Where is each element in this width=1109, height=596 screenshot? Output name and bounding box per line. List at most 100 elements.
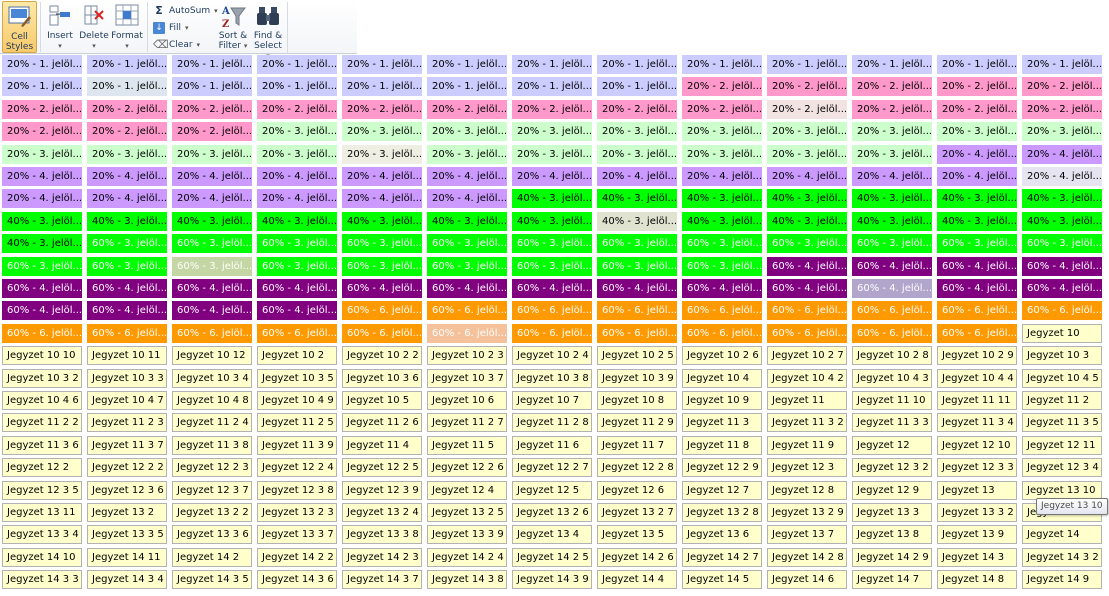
- note-style-tile[interactable]: Jegyzet 14 3 8: [427, 570, 507, 589]
- note-style-tile[interactable]: Jegyzet 10 12: [172, 346, 252, 365]
- note-style-tile[interactable]: Jegyzet 14 3 9: [512, 570, 592, 589]
- note-style-tile[interactable]: Jegyzet 12 2 3: [172, 458, 252, 477]
- note-style-tile[interactable]: Jegyzet 13 2 7: [597, 503, 677, 522]
- cell-style-tile[interactable]: 20% - 4. jelöl...: [172, 189, 252, 208]
- cell-style-tile[interactable]: 60% - 3. jelöl...: [682, 257, 762, 276]
- cell-style-tile[interactable]: 20% - 2. jelöl...: [2, 122, 82, 141]
- cell-style-tile[interactable]: 60% - 4. jelöl...: [172, 301, 252, 320]
- insert-button[interactable]: Insert ▾: [44, 1, 76, 53]
- cell-style-tile[interactable]: 60% - 3. jelöl...: [172, 234, 252, 253]
- note-style-tile[interactable]: Jegyzet 11 2 5: [257, 413, 337, 432]
- cell-style-tile[interactable]: 20% - 1. jelöl...: [767, 55, 847, 74]
- note-style-tile[interactable]: Jegyzet 10 6: [427, 391, 507, 410]
- cell-style-tile[interactable]: 20% - 3. jelöl...: [767, 122, 847, 141]
- note-style-tile[interactable]: Jegyzet 11 3: [682, 413, 762, 432]
- cell-style-tile[interactable]: 40% - 3. jelöl...: [512, 189, 592, 208]
- cell-style-tile[interactable]: 20% - 3. jelöl...: [852, 145, 932, 164]
- note-style-tile[interactable]: Jegyzet 13 2 3: [257, 503, 337, 522]
- note-style-tile[interactable]: Jegyzet 13 6: [682, 525, 762, 544]
- note-style-tile[interactable]: Jegyzet 12 9: [852, 481, 932, 500]
- cell-style-tile[interactable]: 20% - 4. jelöl...: [87, 167, 167, 186]
- cell-style-tile[interactable]: 40% - 3. jelöl...: [172, 212, 252, 231]
- cell-style-tile[interactable]: 60% - 4. jelöl...: [2, 279, 82, 298]
- cell-style-tile[interactable]: 60% - 6. jelöl...: [512, 301, 592, 320]
- cell-style-tile[interactable]: 20% - 2. jelöl...: [2, 100, 82, 119]
- note-style-tile[interactable]: Jegyzet 12 2 9: [682, 458, 762, 477]
- note-style-tile[interactable]: Jegyzet 10 2: [257, 346, 337, 365]
- note-style-tile[interactable]: Jegyzet 10 9: [682, 391, 762, 410]
- cell-style-tile[interactable]: 60% - 6. jelöl...: [427, 301, 507, 320]
- cell-style-tile[interactable]: 60% - 4. jelöl...: [87, 301, 167, 320]
- cell-style-tile[interactable]: 20% - 4. jelöl...: [342, 189, 422, 208]
- note-style-tile[interactable]: Jegyzet 11 2 6: [342, 413, 422, 432]
- cell-style-tile[interactable]: 20% - 1. jelöl...: [1022, 55, 1102, 74]
- note-style-tile[interactable]: Jegyzet 12 10: [937, 436, 1017, 455]
- cell-style-tile[interactable]: 40% - 3. jelöl...: [852, 189, 932, 208]
- note-style-tile[interactable]: Jegyzet 12 5: [512, 481, 592, 500]
- cell-style-tile[interactable]: 20% - 3. jelöl...: [937, 122, 1017, 141]
- note-style-tile[interactable]: Jegyzet 14 2 7: [682, 548, 762, 567]
- cell-style-tile[interactable]: 60% - 6. jelöl...: [937, 301, 1017, 320]
- note-style-tile[interactable]: Jegyzet 13 3 5: [87, 525, 167, 544]
- note-style-tile[interactable]: Jegyzet 10 10: [2, 346, 82, 365]
- cell-style-tile[interactable]: 60% - 4. jelöl...: [427, 279, 507, 298]
- note-style-tile[interactable]: Jegyzet 11 3 8: [172, 436, 252, 455]
- note-style-tile[interactable]: Jegyzet 10 4 7: [87, 391, 167, 410]
- cell-style-tile[interactable]: 20% - 4. jelöl...: [87, 189, 167, 208]
- note-style-tile[interactable]: Jegyzet 11 11: [937, 391, 1017, 410]
- cell-style-tile[interactable]: 60% - 3. jelöl...: [172, 257, 252, 276]
- note-style-tile[interactable]: Jegyzet 14 9: [1022, 570, 1102, 589]
- note-style-tile[interactable]: Jegyzet 13 5: [597, 525, 677, 544]
- note-style-tile[interactable]: Jegyzet 12 8: [767, 481, 847, 500]
- cell-style-tile[interactable]: 60% - 6. jelöl...: [682, 301, 762, 320]
- cell-style-tile[interactable]: 20% - 1. jelöl...: [172, 77, 252, 96]
- cell-style-tile[interactable]: 60% - 6. jelöl...: [597, 324, 677, 343]
- cell-style-tile[interactable]: 20% - 3. jelöl...: [87, 145, 167, 164]
- note-style-tile[interactable]: Jegyzet 14 3 7: [342, 570, 422, 589]
- note-style-tile[interactable]: Jegyzet 11 10: [852, 391, 932, 410]
- note-style-tile[interactable]: Jegyzet 12 2 8: [597, 458, 677, 477]
- note-style-tile[interactable]: Jegyzet 11 2: [1022, 391, 1102, 410]
- cell-style-tile[interactable]: 60% - 3. jelöl...: [1022, 234, 1102, 253]
- note-style-tile[interactable]: Jegyzet 13 8: [852, 525, 932, 544]
- cell-style-tile[interactable]: 60% - 3. jelöl...: [512, 257, 592, 276]
- note-style-tile[interactable]: Jegyzet 11 8: [682, 436, 762, 455]
- note-style-tile[interactable]: Jegyzet 14 3 3: [2, 570, 82, 589]
- cell-style-tile[interactable]: 60% - 6. jelöl...: [767, 324, 847, 343]
- note-style-tile[interactable]: Jegyzet 10 11: [87, 346, 167, 365]
- cell-style-tile[interactable]: 20% - 2. jelöl...: [172, 122, 252, 141]
- note-style-tile[interactable]: Jegyzet 12 7: [682, 481, 762, 500]
- note-style-tile[interactable]: Jegyzet 14 2 5: [512, 548, 592, 567]
- cell-style-tile[interactable]: 60% - 6. jelöl...: [597, 301, 677, 320]
- note-style-tile[interactable]: Jegyzet 11 4: [342, 436, 422, 455]
- cell-style-tile[interactable]: 20% - 2. jelöl...: [682, 100, 762, 119]
- cell-style-tile[interactable]: 20% - 1. jelöl...: [937, 55, 1017, 74]
- cell-style-tile[interactable]: 20% - 1. jelöl...: [597, 77, 677, 96]
- cell-style-tile[interactable]: 20% - 3. jelöl...: [1022, 122, 1102, 141]
- note-style-tile[interactable]: Jegyzet 13 3 8: [342, 525, 422, 544]
- cell-style-tile[interactable]: 60% - 3. jelöl...: [852, 234, 932, 253]
- note-style-tile[interactable]: Jegyzet 10 3 7: [427, 369, 507, 388]
- note-style-tile[interactable]: Jegyzet 11 3 9: [257, 436, 337, 455]
- cell-style-tile[interactable]: 40% - 3. jelöl...: [1022, 189, 1102, 208]
- note-style-tile[interactable]: Jegyzet 12 6: [597, 481, 677, 500]
- cell-style-tile[interactable]: 60% - 6. jelöl...: [767, 301, 847, 320]
- note-style-tile[interactable]: Jegyzet 13 9: [937, 525, 1017, 544]
- cell-style-tile[interactable]: 60% - 3. jelöl...: [257, 234, 337, 253]
- note-style-tile[interactable]: Jegyzet 10 2 5: [597, 346, 677, 365]
- cell-style-tile[interactable]: 20% - 2. jelöl...: [852, 77, 932, 96]
- cell-style-tile[interactable]: 60% - 6. jelöl...: [342, 324, 422, 343]
- note-style-tile[interactable]: Jegyzet 12 2: [2, 458, 82, 477]
- cell-style-tile[interactable]: 60% - 3. jelöl...: [427, 234, 507, 253]
- note-style-tile[interactable]: Jegyzet 14: [1022, 525, 1102, 544]
- note-style-tile[interactable]: Jegyzet 12 11: [1022, 436, 1102, 455]
- note-style-tile[interactable]: Jegyzet 13 3 4: [2, 525, 82, 544]
- cell-style-tile[interactable]: 60% - 4. jelöl...: [597, 279, 677, 298]
- cell-style-tile[interactable]: 20% - 3. jelöl...: [257, 122, 337, 141]
- note-style-tile[interactable]: Jegyzet 11 6: [512, 436, 592, 455]
- note-style-tile[interactable]: Jegyzet 12 2 5: [342, 458, 422, 477]
- note-style-tile[interactable]: Jegyzet 10 4 2: [767, 369, 847, 388]
- note-style-tile[interactable]: Jegyzet 13 3 9: [427, 525, 507, 544]
- cell-style-tile[interactable]: 40% - 3. jelöl...: [342, 212, 422, 231]
- cell-style-tile[interactable]: 60% - 6. jelöl...: [172, 324, 252, 343]
